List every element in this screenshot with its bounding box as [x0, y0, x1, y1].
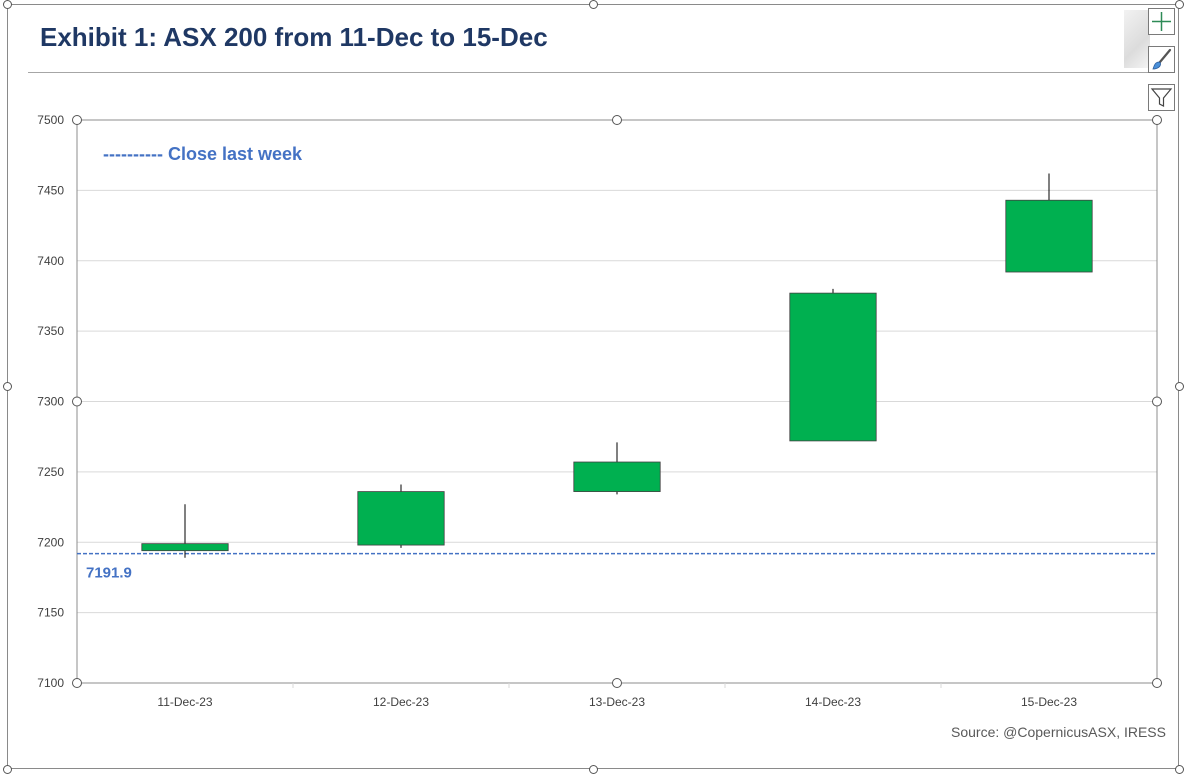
chart-resize-handle[interactable] [588, 0, 598, 9]
chart-resize-handle[interactable] [2, 381, 12, 391]
y-tick-label: 7450 [37, 183, 64, 197]
candle-body[interactable] [141, 543, 229, 552]
add-chart-element-button[interactable] [1148, 8, 1175, 35]
x-tick-label: 11-Dec-23 [157, 695, 212, 709]
plot-area-resize-handle[interactable] [72, 396, 82, 407]
chart-resize-handle[interactable] [2, 0, 12, 9]
chart-styles-button[interactable] [1148, 46, 1175, 73]
y-tick-label: 7400 [37, 254, 64, 268]
chart-resize-handle[interactable] [588, 764, 598, 774]
chart-resize-handle[interactable] [1174, 0, 1184, 9]
plot-area-resize-handle[interactable] [1152, 396, 1162, 407]
add-chart-element-icon [1152, 12, 1171, 31]
plot-area-resize-handle[interactable] [72, 678, 82, 688]
y-tick-label: 7100 [37, 676, 64, 690]
chart-styles-brush-icon [1152, 48, 1172, 70]
x-tick-label: 13-Dec-23 [589, 695, 645, 709]
y-tick-label: 7250 [37, 465, 64, 479]
candle-body[interactable] [789, 292, 877, 442]
plot-area-resize-handle[interactable] [612, 678, 622, 688]
plot-area-resize-handle[interactable] [72, 115, 82, 125]
y-tick-label: 7500 [37, 113, 64, 127]
x-tick-label: 14-Dec-23 [805, 695, 861, 709]
chart-resize-handle[interactable] [1174, 764, 1184, 774]
reference-legend-label: ---------- Close last week [103, 144, 303, 164]
y-tick-label: 7350 [37, 324, 64, 338]
chart-title: Exhibit 1: ASX 200 from 11-Dec to 15-Dec [40, 22, 548, 52]
plot-area-resize-handle[interactable] [612, 115, 622, 125]
x-tick-label: 12-Dec-23 [373, 695, 429, 709]
chart-filter-icon [1150, 88, 1173, 107]
y-tick-label: 7150 [37, 606, 64, 620]
candle-body[interactable] [1005, 199, 1093, 273]
reference-value-label: 7191.9 [86, 565, 132, 582]
source-note: Source: @CopernicusASX, IRESS [951, 724, 1166, 740]
chart-resize-handle[interactable] [2, 764, 12, 774]
chart-thumbnail [1124, 10, 1150, 68]
x-tick-label: 15-Dec-23 [1021, 695, 1077, 709]
chart-resize-handle[interactable] [1174, 381, 1184, 391]
y-tick-label: 7200 [37, 535, 64, 549]
title-divider [28, 72, 1150, 73]
plot-area-resize-handle[interactable] [1152, 678, 1162, 688]
chart-filters-button[interactable] [1148, 84, 1175, 111]
candle-body[interactable] [357, 491, 445, 546]
y-tick-label: 7300 [37, 395, 64, 409]
candle-body[interactable] [573, 461, 661, 492]
plot-area-resize-handle[interactable] [1152, 115, 1162, 125]
